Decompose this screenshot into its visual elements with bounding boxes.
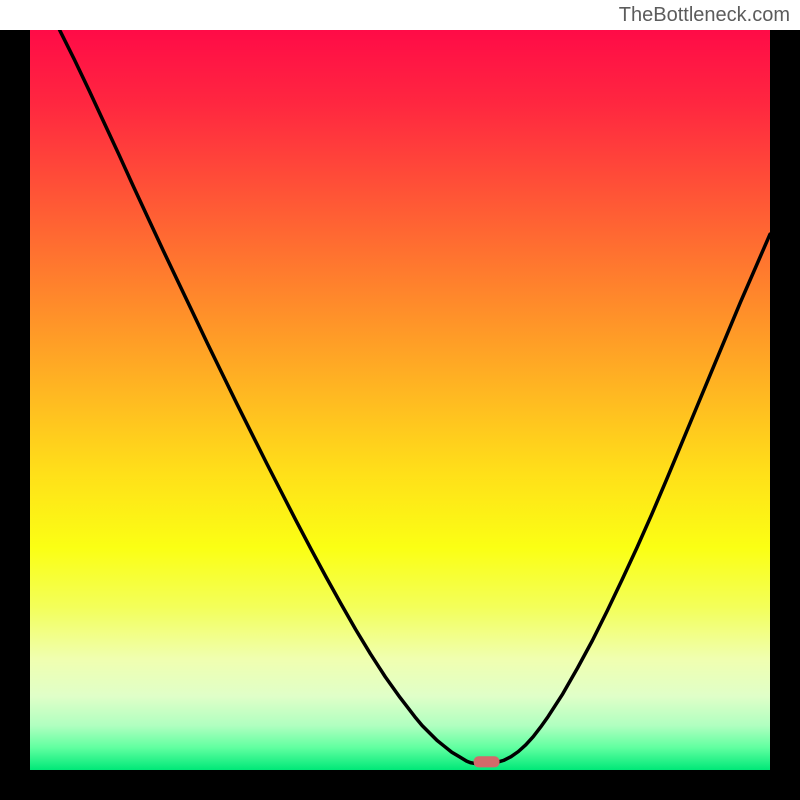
chart-plot-background — [30, 30, 770, 770]
bottleneck-chart — [0, 0, 800, 800]
chart-top-strip — [0, 0, 800, 30]
chart-container: TheBottleneck.com — [0, 0, 800, 800]
optimal-point-marker — [474, 756, 500, 767]
